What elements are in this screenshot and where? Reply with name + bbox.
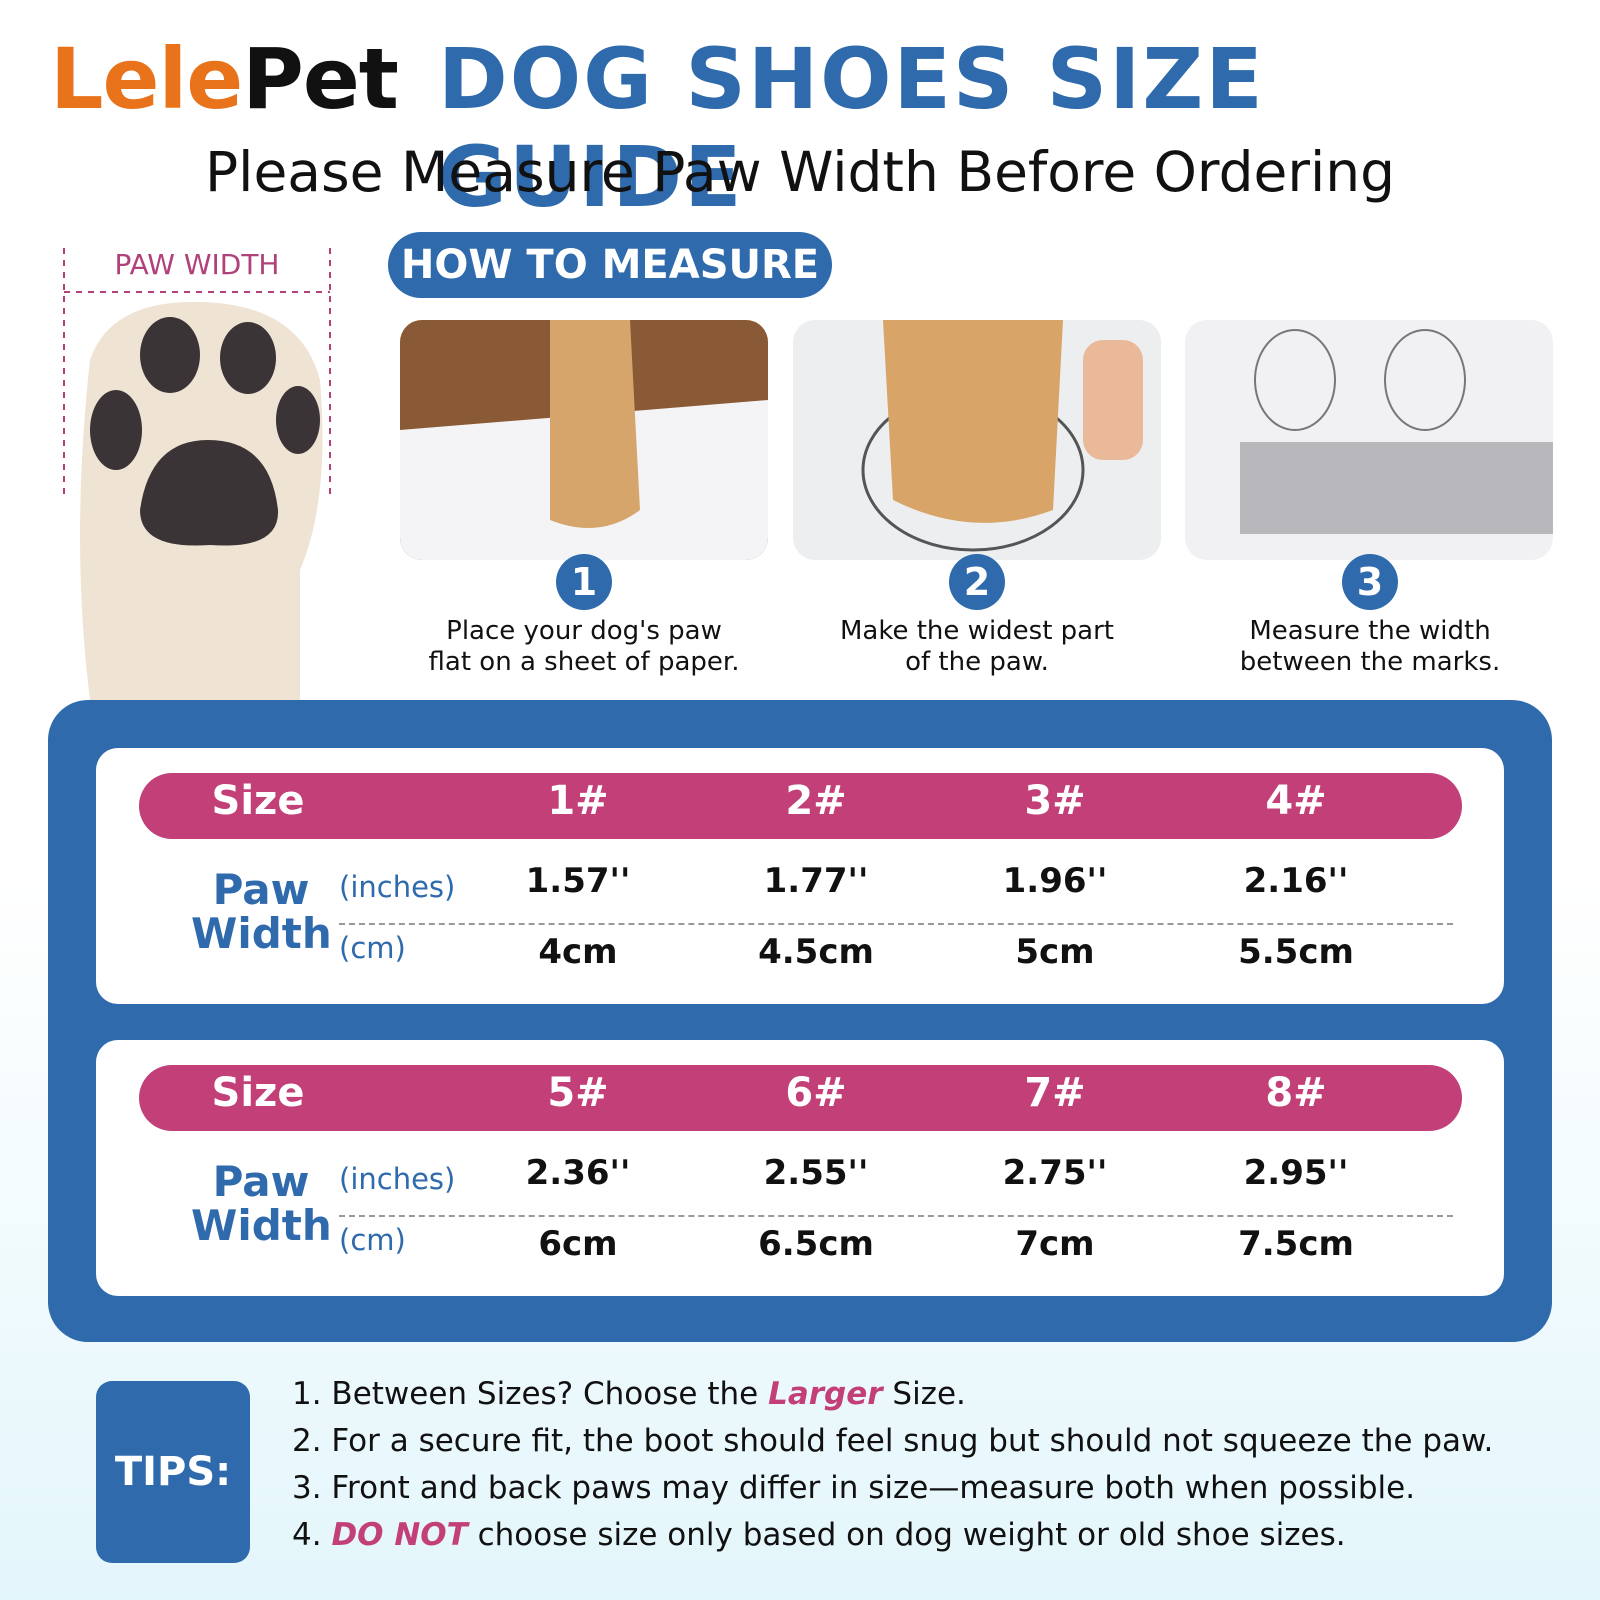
size-card: Size Paw Width (inches) (cm) 1# 1.57'' 4cm 2# 1.… — [96, 748, 1504, 1004]
step-line: Place your dog's paw — [446, 616, 722, 646]
cm-cell: 7.5cm — [1238, 1224, 1354, 1264]
paw-width-label: PAW WIDTH — [114, 248, 280, 281]
inch-cell: 2.95'' — [1243, 1153, 1349, 1193]
tip-item: 2. For a secure fit, the boot should fee… — [292, 1423, 1493, 1459]
inch-cell: 1.96'' — [1002, 861, 1108, 901]
cm-cell: 5cm — [1015, 932, 1095, 972]
step-photo — [793, 320, 1161, 560]
tip-item: 4. DO NOT choose size only based on dog … — [292, 1517, 1346, 1553]
tip-text: 2. For a secure fit, the boot should fee… — [292, 1423, 1494, 1459]
unit-label: (inches) — [339, 1162, 456, 1196]
tip-text: 4. — [292, 1517, 332, 1553]
step-number: 1 — [556, 554, 612, 610]
step-text: Place your dog's paw flat on a sheet of p… — [384, 616, 784, 678]
cm-cell: 5.5cm — [1238, 932, 1354, 972]
cm-cell: 4cm — [538, 932, 618, 972]
size-header — [139, 773, 1462, 839]
inch-cell: 1.57'' — [525, 861, 631, 901]
tip-text: 3. Front and back paws may differ in siz… — [292, 1470, 1416, 1506]
step-line: Make the widest part — [839, 616, 1114, 646]
paw-illustration — [63, 248, 331, 700]
size-cell: 8# — [1265, 1070, 1327, 1116]
brand: LelePet — [50, 30, 399, 128]
size-card: Size Paw Width (inches) (cm) 5# 2.36'' 6cm 6# 2.… — [96, 1040, 1504, 1296]
size-label: Size — [211, 778, 305, 824]
step-text: Measure the width between the marks. — [1170, 616, 1570, 678]
size-cell: 7# — [1024, 1070, 1086, 1116]
tip-text: Size. — [882, 1376, 966, 1412]
step-number: 2 — [949, 554, 1005, 610]
unit-label: (cm) — [339, 931, 406, 965]
tip-text: Larger — [768, 1376, 883, 1412]
tip-text: 1. Between Sizes? Choose the — [292, 1376, 769, 1412]
inch-cell: 2.16'' — [1243, 861, 1349, 901]
title: DOG SHOES SIZE GUIDE — [438, 30, 1265, 226]
tips-title: TIPS: — [96, 1381, 250, 1563]
row-label: Paw Width — [191, 865, 332, 958]
cm-cell: 6.5cm — [758, 1224, 874, 1264]
tip-item: 1. Between Sizes? Choose the Larger Size… — [292, 1376, 966, 1412]
step-photo — [400, 320, 768, 560]
subtitle: Please Measure Paw Width Before Ordering — [205, 140, 1395, 204]
tip-text: choose size only based on dog weight or … — [467, 1517, 1346, 1553]
cm-cell: 4.5cm — [758, 932, 874, 972]
step-photo — [1185, 320, 1553, 560]
row-label: Paw Width — [191, 1157, 332, 1250]
size-label: Size — [211, 1070, 305, 1116]
inch-cell: 2.36'' — [525, 1153, 631, 1193]
size-cell: 5# — [547, 1070, 609, 1116]
size-cell: 1# — [547, 778, 609, 824]
inch-cell: 2.75'' — [1002, 1153, 1108, 1193]
tip-text: DO NOT — [331, 1517, 468, 1553]
size-cell: 3# — [1024, 778, 1086, 824]
step-number: 3 — [1342, 554, 1398, 610]
inch-cell: 2.55'' — [763, 1153, 869, 1193]
step-text: Make the widest part of the paw. — [777, 616, 1177, 678]
unit-label: (inches) — [339, 870, 456, 904]
cm-cell: 6cm — [538, 1224, 618, 1264]
size-cell: 2# — [785, 778, 847, 824]
tip-item: 3. Front and back paws may differ in siz… — [292, 1470, 1415, 1506]
divider — [339, 1215, 1453, 1217]
how-to-title: HOW TO MEASURE — [388, 232, 832, 298]
step-line: flat on a sheet of paper. — [428, 647, 740, 677]
size-header — [139, 1065, 1462, 1131]
size-cell: 6# — [785, 1070, 847, 1116]
step-line: of the paw. — [905, 647, 1049, 677]
inch-cell: 1.77'' — [763, 861, 869, 901]
size-cell: 4# — [1265, 778, 1327, 824]
unit-label: (cm) — [339, 1223, 406, 1257]
divider — [339, 923, 1453, 925]
step-line: Measure the width — [1249, 616, 1491, 646]
cm-cell: 7cm — [1015, 1224, 1095, 1264]
step-line: between the marks. — [1239, 647, 1501, 677]
